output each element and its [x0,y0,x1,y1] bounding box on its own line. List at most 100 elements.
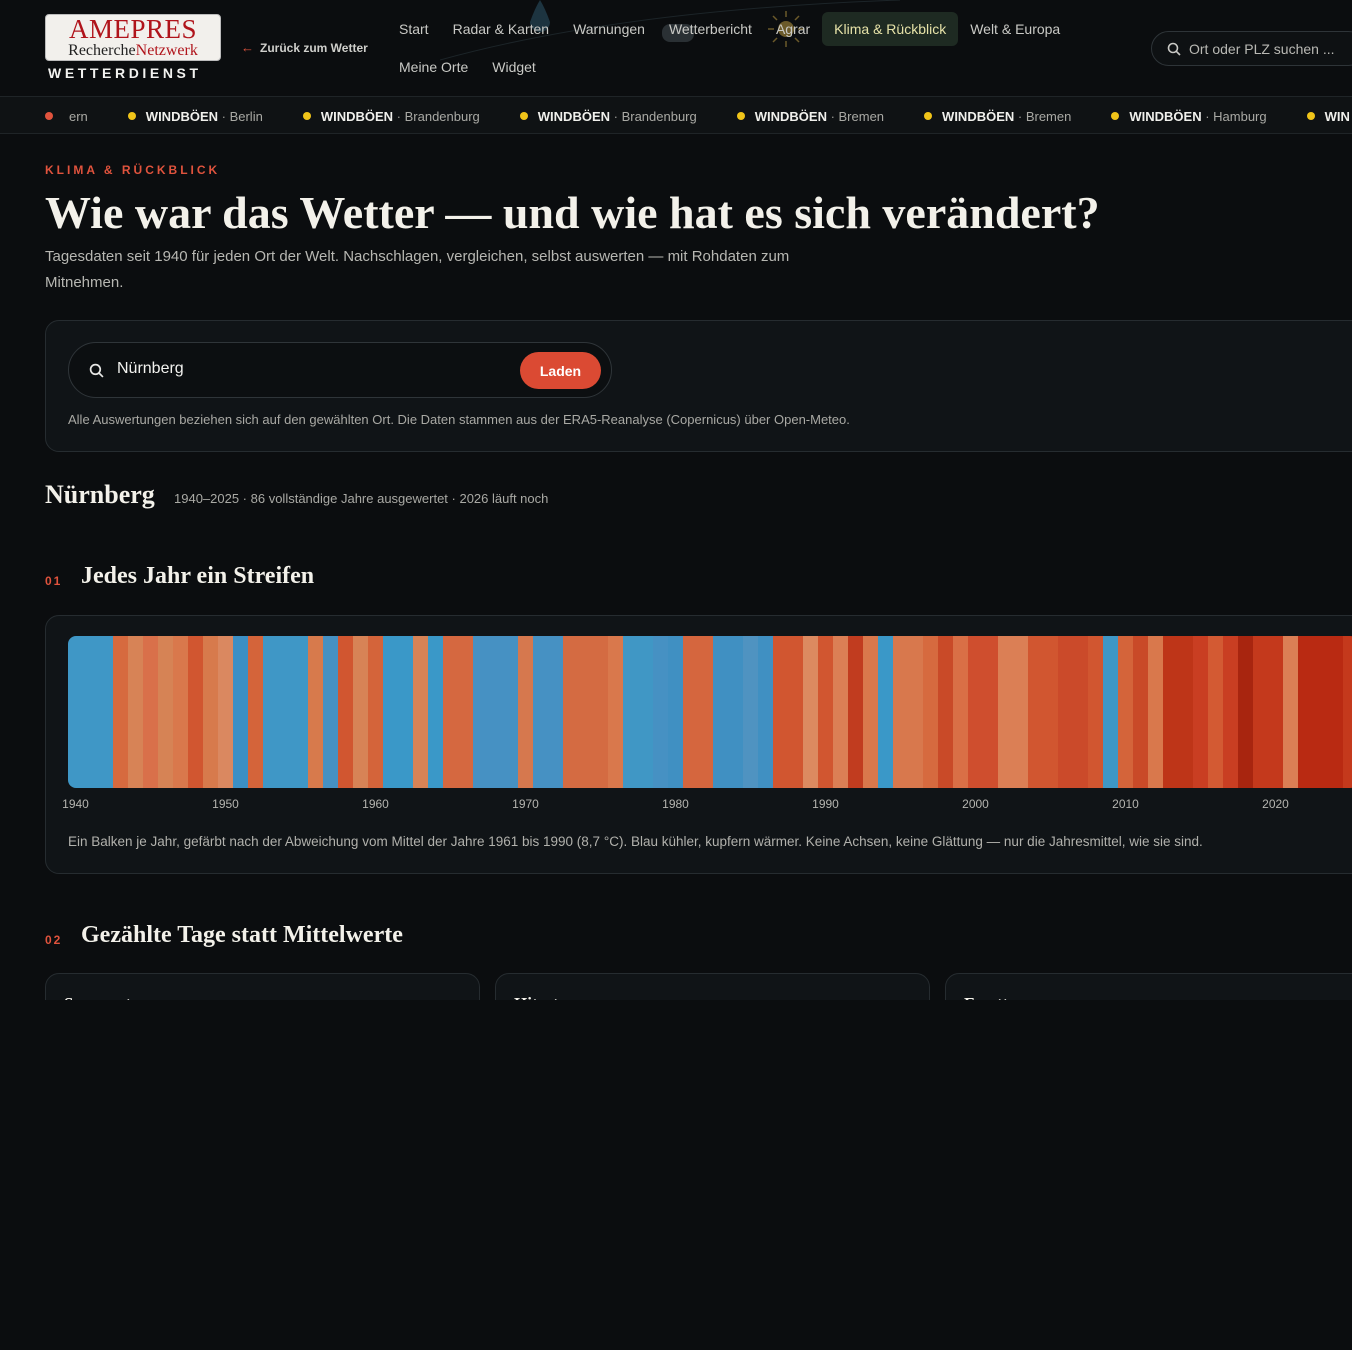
ticker-item[interactable]: WINDBÖEN · Bremen [736,108,885,124]
year-stripe [878,636,893,788]
ticker-item[interactable]: WINDBÖEN · Brandenburg [519,108,697,124]
arrow-left-icon: ← [241,40,254,55]
section-number: 02 [45,933,63,947]
section-title: Gezählte Tage statt Mittelwerte [81,922,403,948]
header-search-placeholder: Ort oder PLZ suchen ... [1189,40,1335,57]
page-fold [0,1000,1352,1350]
location-search-card: Nürnberg Laden Alle Auswertungen beziehe… [45,320,1352,452]
ticker-item[interactable]: WINDBÖEN · Brandenburg [302,108,480,124]
year-stripe [233,636,248,788]
year-stripe [773,636,788,788]
year-stripe [668,636,683,788]
year-stripe [608,636,623,788]
year-stripe [1268,636,1283,788]
year-stripe [113,636,128,788]
search-icon [1167,42,1181,56]
year-stripe [923,636,938,788]
year-stripe [443,636,458,788]
year-tick-label: 1970 [512,797,539,811]
year-stripe [1328,636,1343,788]
warning-dot-icon [1111,112,1120,120]
year-stripe [1043,636,1058,788]
year-stripe [1253,636,1268,788]
year-stripe [1238,636,1253,788]
nav-start[interactable]: Start [399,21,429,37]
year-stripe [413,636,428,788]
nav-warnungen[interactable]: Warnungen [573,21,645,37]
logo-tagline-b: Netzwerk [135,42,198,59]
back-to-weather-link[interactable]: ← Zurück zum Wetter [241,40,368,55]
nav-meine-orte[interactable]: Meine Orte [399,59,469,75]
year-stripe [1178,636,1193,788]
year-stripe [143,636,158,788]
ticker-region: Bremen [838,108,885,124]
page-lede: Tagesdaten seit 1940 für jeden Ort der W… [45,248,790,291]
year-stripe [938,636,953,788]
main-nav-row-2: Meine Orte Widget [387,50,548,84]
year-stripe [503,636,518,788]
search-icon [89,363,104,378]
nav-klima-rueckblick[interactable]: Klima & Rückblick [822,12,959,46]
warning-dot-icon [519,112,528,120]
ticker-region: Bremen [1025,108,1072,124]
stripes-caption: Ein Balken je Jahr, gefärbt nach der Abw… [68,834,1203,849]
ticker-region: Brandenburg [404,108,480,124]
ticker-item[interactable]: WINDBÖEN · Bremen [924,109,1071,124]
year-stripe [548,636,563,788]
section-title: Jedes Jahr ein Streifen [81,563,315,589]
ticker-track: ern WINDBÖEN · Berlin WINDBÖEN · Branden… [45,97,1352,133]
ticker-type: WINDBÖEN [320,108,394,124]
nav-wetterbericht[interactable]: Wetterbericht [668,21,752,37]
ticker-region: Berlin [229,108,263,124]
year-stripe [1073,636,1088,788]
year-stripe [1088,636,1103,788]
year-stripe [518,636,533,788]
ticker-region: Hamburg [1213,108,1267,124]
warning-dot-icon [127,112,136,120]
page-title: Wie war das Wetter — und wie hat es sich… [45,187,1100,238]
header-location-search[interactable]: Ort oder PLZ suchen ... [1151,31,1352,66]
load-button[interactable]: Laden [520,352,601,389]
year-stripe [1148,636,1163,788]
year-stripe [728,636,743,788]
year-stripe [713,636,728,788]
site-logo[interactable]: AMEPRES RechercheNetzwerk WETTERDIENST [45,14,221,81]
nav-widget[interactable]: Widget [492,59,536,75]
year-stripe [1313,636,1328,788]
ticker-item[interactable]: WIN [1306,109,1350,124]
year-stripe [698,636,713,788]
year-stripe [473,636,488,788]
location-search-input[interactable]: Nürnberg Laden [68,342,612,398]
ticker-item[interactable]: ern [45,109,88,124]
warming-stripes-card: 1940 1950 1960 1970 1980 1990 2000 2010 2020 Ein… [45,615,1352,874]
year-stripe [173,636,188,788]
ticker-separator: · [826,108,839,124]
place-name: Nürnberg [45,480,155,509]
year-stripe [428,636,443,788]
year-stripe [803,636,818,788]
warning-ticker: ern WINDBÖEN · Berlin WINDBÖEN · Branden… [0,96,1352,134]
year-stripe [98,636,113,788]
year-stripe [563,636,578,788]
logo-tagline-a: Recherche [68,42,136,59]
nav-radar-karten[interactable]: Radar & Karten [452,21,550,37]
year-stripe [578,636,593,788]
year-stripe [1163,636,1178,788]
year-stripe [968,636,983,788]
year-stripe [1103,636,1118,788]
year-tick-label: 2010 [1112,797,1139,811]
ticker-item[interactable]: WINDBÖEN · Hamburg [1111,108,1267,124]
year-stripe [188,636,203,788]
ticker-region: Brandenburg [621,108,697,124]
ticker-type: WINDBÖEN [942,108,1015,124]
ticker-separator: · [218,108,230,124]
ticker-separator: · [610,108,622,124]
site-header: AMEPRES RechercheNetzwerk WETTERDIENST ←… [0,0,1352,96]
nav-agrar[interactable]: Agrar [775,21,811,37]
nav-welt-europa[interactable]: Welt & Europa [970,21,1061,37]
ticker-item[interactable]: WINDBÖEN · Berlin [127,108,263,124]
year-stripe [158,636,173,788]
warning-dot-icon [924,112,933,120]
year-tick-label: 1960 [362,797,389,811]
year-stripe [983,636,998,788]
